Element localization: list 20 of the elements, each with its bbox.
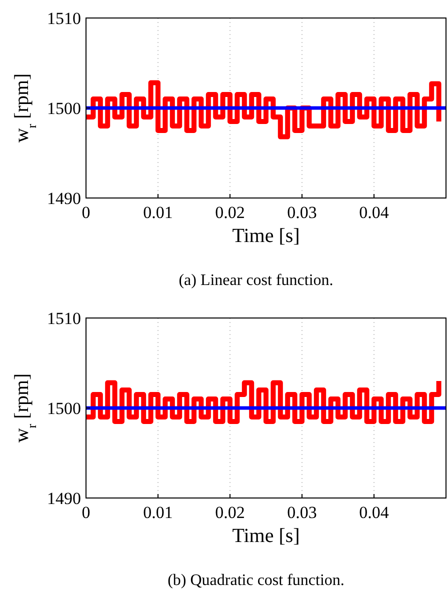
x-tick-label: 0.04 — [359, 503, 390, 522]
text: (b) Quadratic cost function. — [168, 572, 344, 589]
x-tick-label: 0.03 — [287, 503, 317, 522]
y-tick-label: 1510 — [47, 308, 81, 328]
x-tick-label: 0.01 — [143, 503, 173, 522]
x-tick-label: 0.01 — [143, 203, 173, 222]
x-tick-label: 0 — [82, 203, 90, 222]
y-tick-label: 1500 — [47, 398, 81, 418]
x-axis-title: Time [s] — [232, 225, 300, 247]
x-tick-label: 0.02 — [215, 203, 245, 222]
y-tick-label: 1490 — [47, 488, 81, 508]
x-tick-label: 0 — [82, 503, 90, 522]
x-tick-label: 0.04 — [359, 203, 390, 222]
y-tick-label: 1490 — [47, 188, 81, 208]
x-tick-label: 0.03 — [287, 203, 317, 222]
y-tick-label: 1500 — [47, 98, 81, 118]
x-tick-label: 0.02 — [215, 503, 245, 522]
text: (a) Linear cost function. — [178, 272, 334, 289]
x-axis-title: Time [s] — [232, 525, 300, 547]
y-tick-label: 1510 — [47, 8, 81, 28]
